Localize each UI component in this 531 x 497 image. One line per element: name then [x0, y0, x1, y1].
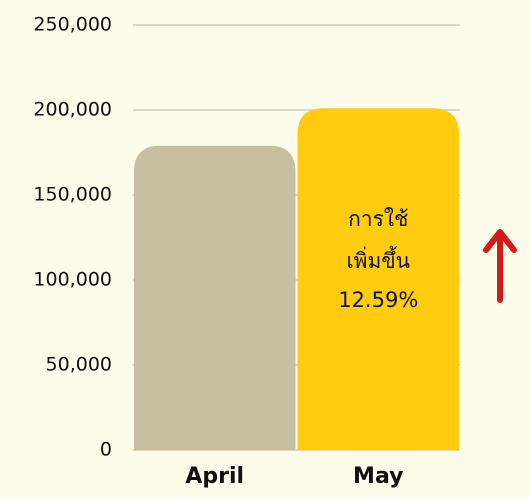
bar [297, 108, 459, 451]
y-tick-label: 50,000 [46, 354, 112, 376]
y-tick-label: 0 [100, 439, 112, 461]
y-tick-label: 100,000 [33, 269, 112, 291]
annotation: 12.59% [338, 288, 418, 312]
y-tick-label: 250,000 [33, 14, 112, 36]
y-tick-label: 150,000 [33, 184, 112, 206]
x-tick-label: May [353, 464, 403, 489]
annotation: เพิ่มขึ้น [346, 246, 410, 273]
up-arrow [483, 229, 517, 303]
bar [134, 145, 296, 450]
annotation: การใช้ [348, 207, 408, 231]
y-tick-label: 200,000 [33, 99, 112, 121]
x-tick-label: April [185, 464, 244, 489]
